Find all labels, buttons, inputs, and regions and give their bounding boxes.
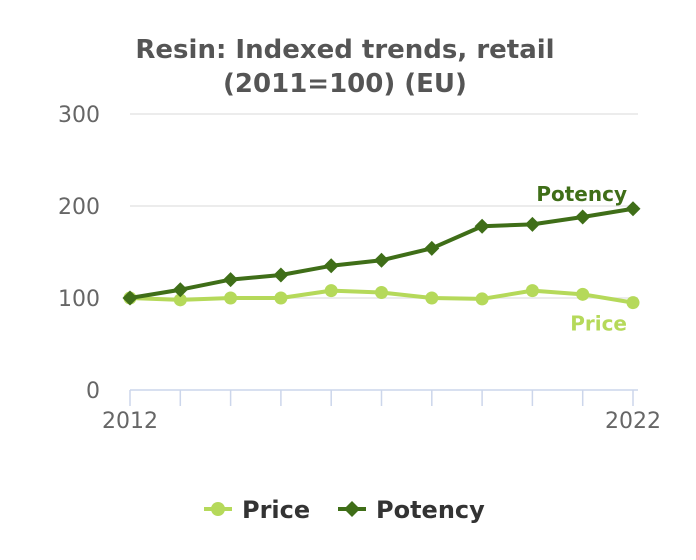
y-tick-label: 0 — [86, 379, 100, 404]
price-series-label: Price — [570, 312, 627, 336]
price-legend-marker — [211, 502, 225, 516]
price-data-point — [173, 293, 187, 307]
series-label-layer: Price Potency — [536, 182, 627, 336]
price-data-point — [324, 284, 338, 298]
potency-legend-item[interactable]: Potency — [376, 496, 485, 524]
potency-data-point — [524, 216, 540, 232]
grid-layer — [130, 113, 638, 299]
price-data-point — [375, 285, 388, 299]
potency-data-point — [122, 290, 138, 306]
potency-series-label: Potency — [536, 182, 627, 206]
axis-layer: 0 100 200 300 2012 2022 — [58, 103, 661, 434]
series-layer — [122, 201, 641, 310]
price-data-point — [525, 284, 539, 298]
price-data-point — [576, 287, 590, 301]
potency-data-point — [223, 272, 239, 288]
y-tick-label: 100 — [58, 287, 100, 312]
price-data-point — [626, 296, 640, 310]
potency-data-point — [172, 282, 188, 298]
potency-data-point — [625, 201, 641, 217]
potency-data-point — [374, 252, 389, 268]
price-legend-item[interactable]: Price — [242, 496, 310, 524]
potency-data-point — [575, 209, 591, 225]
potency-data-point — [273, 267, 289, 283]
x-tick-label: 2012 — [102, 409, 158, 434]
potency-data-point — [424, 240, 440, 256]
legend: Price Potency — [204, 496, 485, 524]
price-data-point — [425, 291, 439, 305]
chart-title-line-2: (2011=100) (EU) — [223, 69, 467, 99]
price-data-point — [475, 292, 489, 306]
price-data-point — [274, 291, 288, 305]
y-tick-label: 200 — [58, 195, 100, 220]
chart-title-line-1: Resin: Indexed trends, retail — [135, 35, 554, 65]
price-data-point — [224, 291, 238, 305]
x-tick-label: 2022 — [605, 409, 661, 434]
y-tick-label: 300 — [58, 103, 100, 128]
potency-legend-marker — [344, 501, 360, 517]
potency-data-point — [474, 218, 490, 234]
potency-data-point — [323, 258, 339, 274]
